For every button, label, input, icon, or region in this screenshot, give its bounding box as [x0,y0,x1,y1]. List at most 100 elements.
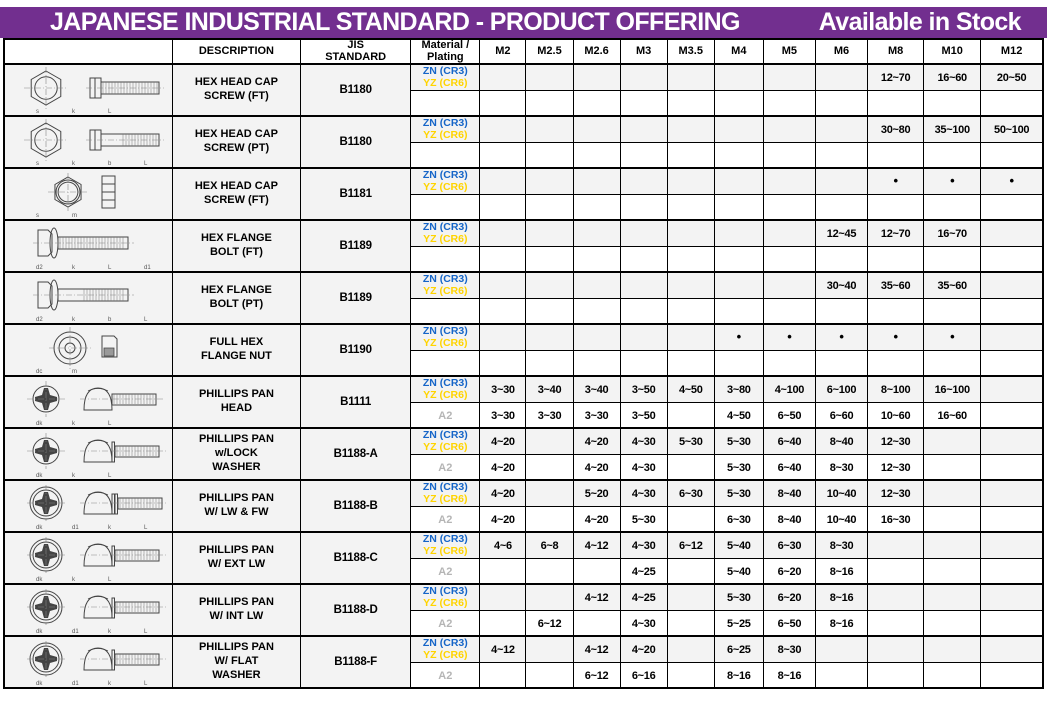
svg-text:L: L [144,681,148,687]
plating-a2-cell [410,297,481,325]
header-row: DESCRIPTION JIS STANDARD Material / Plat… [3,38,1044,65]
value-cell-a2-m3: 6~16 [619,661,668,689]
product-description: PHILLIPS PAN W/ INT LW [198,596,274,623]
product-description: FULL HEX FLANGE NUT [200,336,272,363]
plating-a2-label: A2 [438,461,453,474]
value-cell-a2-m10 [923,453,982,481]
drawing-cell: dk k L [3,375,173,429]
value-cell-zn-m2.5 [525,427,574,455]
page-title: JAPANESE INDUSTRIAL STANDARD - PRODUCT O… [50,8,740,36]
phillips-pan-extlw-drawing: dk k L [27,537,168,583]
value-cell-a2-m2 [479,661,527,689]
value-cell-a2-m12 [980,297,1044,325]
value-cell-zn-m6: 12~45 [814,219,869,247]
value-cell-a2-m2 [479,297,527,325]
value-cell-zn-m8: 30~80 [867,115,925,143]
product-row-zn: d2kbLd1 HEX FLANGE BOLT (PT) B1189 ZN (C… [3,271,1044,325]
value-cell-a2-m6 [814,193,869,221]
value-cell-zn-m4: 5~40 [713,531,764,559]
col-header-material: Material / Plating [410,38,481,65]
svg-text:dk: dk [36,681,43,687]
plating-a2-cell [410,89,481,117]
value-cell-a2-m6 [814,349,869,377]
plating-yz-label: YZ (CR6) [423,441,468,454]
product-description: HEX FLANGE BOLT (FT) [200,232,272,259]
value-cell-a2-m2.6 [572,349,621,377]
jis-cell: B1189 [300,219,412,273]
value-cell-a2-m6 [814,297,869,325]
value-cell-a2-m8 [867,245,925,273]
value-cell-a2-m4 [713,193,764,221]
value-cell-zn-m5: 8~40 [762,479,816,507]
value-cell-a2-m4 [713,245,764,273]
value-cell-a2-m5 [762,193,816,221]
value-cell-zn-m2 [479,167,527,195]
value-cell-zn-m2.6: 4~20 [572,427,621,455]
value-cell-zn-m2 [479,583,527,611]
value-cell-a2-m10 [923,141,982,169]
value-cell-zn-m3: 4~20 [619,635,668,663]
jis-cell: B1188-B [300,479,412,533]
value-cell-zn-m12: • [980,167,1044,195]
value-cell-a2-m8: 12~30 [867,453,925,481]
description-cell: PHILLIPS PAN W/ FLAT WASHER [171,635,302,689]
value-cell-a2-m12 [980,557,1044,585]
col-header-m2.5: M2.5 [525,38,574,65]
value-cell-zn-m2.6 [572,323,621,351]
value-cell-zn-m6: 8~40 [814,427,869,455]
svg-text:L: L [108,577,112,583]
value-cell-a2-m6 [814,661,869,689]
value-cell-a2-m2.5 [525,505,574,533]
plating-cell: ZN (CR3) YZ (CR6) [410,323,481,351]
value-cell-zn-m2.5 [525,63,574,91]
product-description: HEX HEAD CAP SCREW (FT) [194,180,278,207]
value-cell-zn-m10: 35~100 [923,115,982,143]
value-cell-a2-m4: 6~30 [713,505,764,533]
svg-text:dk: dk [36,577,43,583]
plating-zn-label: ZN (CR3) [422,533,468,546]
plating-a2-cell: A2 [410,401,481,429]
value-cell-zn-m4: 3~80 [713,375,764,403]
value-cell-zn-m3: 4~25 [619,583,668,611]
plating-zn-label: ZN (CR3) [422,585,468,598]
value-cell-a2-m2 [479,89,527,117]
svg-text:k: k [108,681,112,687]
value-cell-a2-m6: 8~16 [814,557,869,585]
jis-cell: B1180 [300,115,412,169]
col-header-m5: M5 [762,38,816,65]
plating-zn-label: ZN (CR3) [422,325,468,338]
description-cell: PHILLIPS PAN W/ INT LW [171,583,302,637]
value-cell-a2-m2.6 [572,297,621,325]
value-cell-a2-m2.5 [525,661,574,689]
drawing-cell: dk d1 k L [3,583,173,637]
plating-yz-label: YZ (CR6) [423,337,468,350]
value-cell-a2-m2.5 [525,193,574,221]
drawing-cell: dc m [3,323,173,377]
value-cell-a2-m2.6 [572,609,621,637]
plating-yz-label: YZ (CR6) [423,285,468,298]
svg-text:k: k [72,265,76,271]
value-cell-a2-m2: 3~30 [479,401,527,429]
plating-cell: ZN (CR3) YZ (CR6) [410,375,481,403]
drawing-cell: dk k L [3,427,173,481]
value-cell-a2-m12 [980,245,1044,273]
product-description: HEX HEAD CAP SCREW (FT) [194,76,278,103]
value-cell-zn-m3 [619,219,668,247]
value-cell-zn-m10: 16~70 [923,219,982,247]
svg-text:L: L [108,421,112,427]
col-header-m8: M8 [867,38,925,65]
value-cell-zn-m2.6: 5~20 [572,479,621,507]
value-cell-a2-m10 [923,297,982,325]
value-cell-a2-m3 [619,349,668,377]
description-cell: PHILLIPS PAN W/ EXT LW [171,531,302,585]
value-cell-zn-m2.6 [572,115,621,143]
plating-yz-label: YZ (CR6) [423,77,468,90]
plating-yz-label: YZ (CR6) [423,233,468,246]
value-cell-zn-m4: 5~30 [713,479,764,507]
value-cell-zn-m8: 12~30 [867,427,925,455]
description-cell: HEX HEAD CAP SCREW (FT) [171,63,302,117]
jis-standard: B1188-A [333,448,378,461]
plating-yz-label: YZ (CR6) [423,493,468,506]
value-cell-a2-m6: 8~30 [814,453,869,481]
phillips-pan-drawing: dk k L [27,381,165,427]
